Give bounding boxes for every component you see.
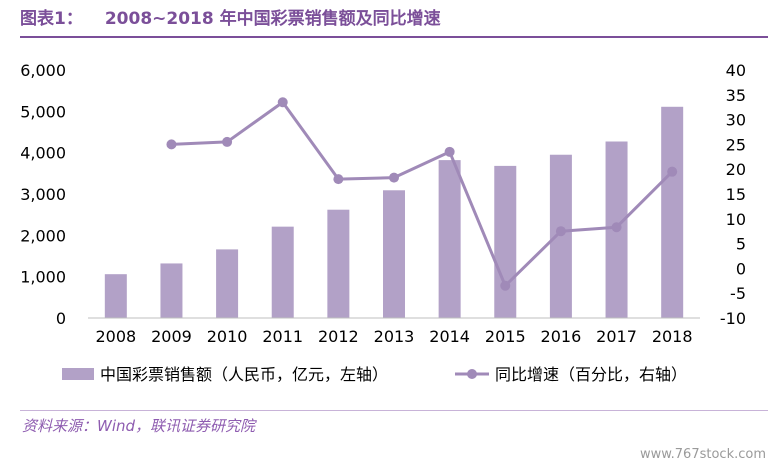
watermark: www.767stock.com bbox=[639, 447, 766, 462]
bar-2009 bbox=[160, 263, 183, 318]
x-tick-label: 2012 bbox=[318, 327, 359, 346]
y-right-tick-label: 25 bbox=[726, 135, 746, 154]
x-tick-label: 2008 bbox=[95, 327, 136, 346]
y-right-tick-label: 15 bbox=[726, 185, 746, 204]
bar-2016 bbox=[549, 154, 572, 318]
bar-2010 bbox=[216, 249, 239, 318]
y-left-tick-label: 1,000 bbox=[20, 268, 66, 287]
y-left-tick-label: 4,000 bbox=[20, 144, 66, 163]
x-tick-label: 2017 bbox=[596, 327, 637, 346]
y-right-tick-label: 0 bbox=[736, 259, 746, 278]
growth-point-2016 bbox=[555, 226, 566, 237]
figure-title-text: 2008~2018 年中国彩票销售额及同比增速 bbox=[104, 9, 441, 29]
y-right-tick-label: 30 bbox=[726, 111, 746, 130]
source-note: 资料来源：Wind，联讯证券研究院 bbox=[22, 417, 256, 435]
bar-2008 bbox=[104, 274, 127, 318]
bar-2018 bbox=[661, 106, 684, 318]
bar-2011 bbox=[271, 226, 294, 318]
growth-point-2017 bbox=[611, 222, 622, 233]
growth-point-2018 bbox=[667, 166, 678, 177]
y-right-tick-label: 10 bbox=[726, 210, 746, 229]
y-left-tick-label: 2,000 bbox=[20, 226, 66, 245]
bar-2013 bbox=[383, 190, 405, 318]
y-right-tick-label: 35 bbox=[726, 86, 746, 105]
y-right-tick-label: -10 bbox=[720, 309, 746, 328]
sales-growth-chart: 0 1,000 2,000 3,000 4,000 5,000 6,000 -10 -5 0 5 10… bbox=[20, 61, 746, 384]
x-tick-label: 2013 bbox=[374, 327, 415, 346]
growth-point-2010 bbox=[222, 136, 233, 147]
title-divider bbox=[20, 36, 768, 38]
y-left-tick-label: 6,000 bbox=[20, 61, 66, 80]
growth-point-2014 bbox=[444, 146, 455, 157]
y-right-tick-label: 20 bbox=[726, 160, 746, 179]
growth-point-2009 bbox=[166, 139, 177, 150]
y-right-tick-label: 5 bbox=[736, 235, 746, 254]
growth-point-2012 bbox=[333, 174, 344, 185]
growth-point-2015 bbox=[500, 280, 511, 291]
figure-label: 图表1： bbox=[20, 9, 83, 29]
growth-point-2011 bbox=[277, 97, 288, 108]
x-tick-label: 2014 bbox=[429, 327, 470, 346]
x-tick-label: 2011 bbox=[262, 327, 303, 346]
legend-line-marker bbox=[467, 369, 477, 379]
bar-2015 bbox=[494, 165, 517, 318]
y-right-tick-label: 40 bbox=[726, 61, 746, 80]
x-tick-label: 2010 bbox=[207, 327, 248, 346]
y-left-tick-label: 5,000 bbox=[20, 102, 66, 121]
x-tick-label: 2018 bbox=[652, 327, 693, 346]
growth-point-2013 bbox=[389, 172, 399, 183]
bar-2014 bbox=[438, 160, 461, 318]
y-right-tick-label: -5 bbox=[730, 284, 746, 303]
bar-2012 bbox=[327, 209, 350, 318]
y-left-tick-label: 0 bbox=[56, 309, 66, 328]
growth-line bbox=[171, 100, 674, 288]
legend-bar-swatch bbox=[62, 368, 94, 380]
figure-title: 图表1： 2008~2018 年中国彩票销售额及同比增速 bbox=[20, 4, 441, 29]
legend-bar-label: 中国彩票销售额（人民币，亿元，左轴） bbox=[100, 365, 388, 384]
source-divider bbox=[20, 410, 768, 411]
x-tick-label: 2015 bbox=[485, 327, 526, 346]
x-tick-label: 2009 bbox=[151, 327, 192, 346]
x-tick-label: 2016 bbox=[541, 327, 582, 346]
y-left-tick-label: 3,000 bbox=[20, 185, 66, 204]
legend-line-label: 同比增速（百分比，右轴） bbox=[495, 365, 687, 384]
